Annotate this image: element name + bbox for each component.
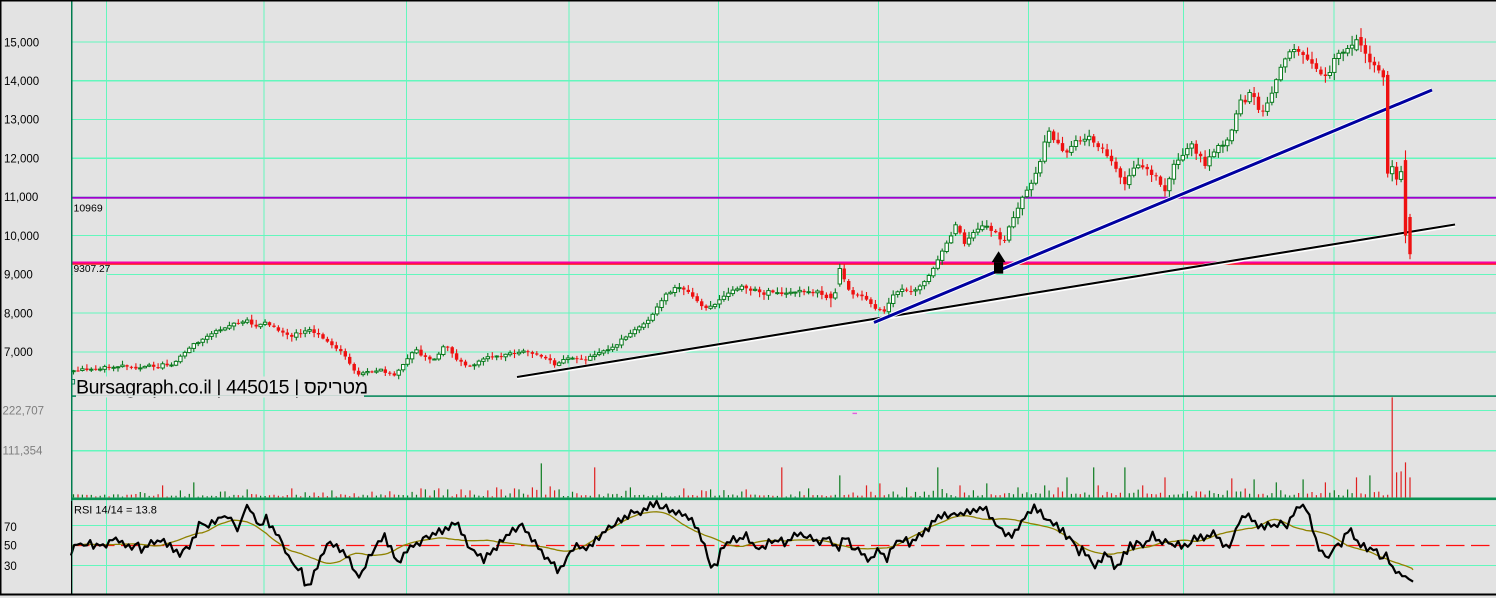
svg-text:7,000: 7,000 <box>4 347 33 359</box>
svg-text:9307.27: 9307.27 <box>74 264 111 275</box>
svg-text:30: 30 <box>4 561 17 573</box>
svg-text:RSI 14/14 = 13.8: RSI 14/14 = 13.8 <box>74 504 157 516</box>
svg-text:Bursagraph.co.il | 445015 | מט: Bursagraph.co.il | 445015 | מטריקס <box>76 377 368 399</box>
svg-text:13,000: 13,000 <box>4 115 39 127</box>
svg-text:12,000: 12,000 <box>4 153 39 165</box>
svg-text:15,000: 15,000 <box>4 37 39 49</box>
svg-text:10969: 10969 <box>74 202 103 214</box>
svg-text:222,707: 222,707 <box>3 405 45 417</box>
svg-text:111,354: 111,354 <box>3 446 43 458</box>
svg-text:14,000: 14,000 <box>4 76 39 88</box>
svg-text:8,000: 8,000 <box>4 308 33 320</box>
svg-text:50: 50 <box>4 541 17 553</box>
svg-text:9,000: 9,000 <box>4 270 33 282</box>
svg-text:11,000: 11,000 <box>4 192 38 204</box>
svg-text:10,000: 10,000 <box>4 231 39 243</box>
svg-text:70: 70 <box>4 522 17 534</box>
